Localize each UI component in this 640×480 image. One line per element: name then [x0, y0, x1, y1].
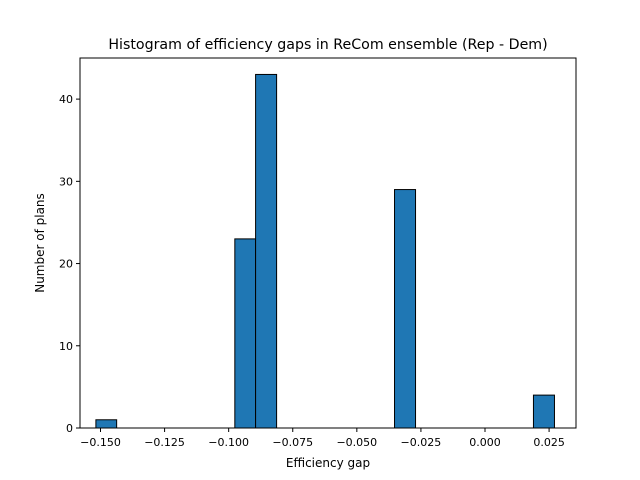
y-tick-label: 10: [59, 340, 73, 353]
x-tick-label: 0.025: [533, 436, 565, 449]
y-tick-label: 30: [59, 175, 73, 188]
chart-title: Histogram of efficiency gaps in ReCom en…: [108, 37, 547, 53]
histogram-bar-4: [394, 189, 417, 429]
histogram-bar-2: [234, 238, 257, 429]
y-tick-label: 0: [66, 422, 73, 435]
histogram-bar-5: [532, 394, 555, 429]
y-axis-label: Number of plans: [33, 193, 47, 293]
x-tick-label: −0.075: [272, 436, 313, 449]
x-tick-label: −0.150: [80, 436, 121, 449]
x-tick-label: −0.125: [144, 436, 185, 449]
histogram-bar-3: [255, 73, 278, 429]
plot-area: [95, 73, 555, 429]
x-tick-label: 0.000: [469, 436, 501, 449]
histogram-bar-1: [95, 419, 118, 429]
x-tick-label: −0.050: [336, 436, 377, 449]
y-tick-label: 20: [59, 258, 73, 271]
y-tick-label: 40: [59, 93, 73, 106]
x-tick-label: −0.025: [401, 436, 442, 449]
axes-frame: [79, 57, 577, 429]
y-axis-ticks: 0 10 20 30 40: [59, 93, 80, 435]
x-axis-label: Efficiency gap: [286, 456, 370, 470]
x-tick-label: −0.100: [208, 436, 249, 449]
x-axis-ticks: −0.150 −0.125 −0.100 −0.075 −0.050 −0.025 0.00…: [80, 428, 565, 449]
